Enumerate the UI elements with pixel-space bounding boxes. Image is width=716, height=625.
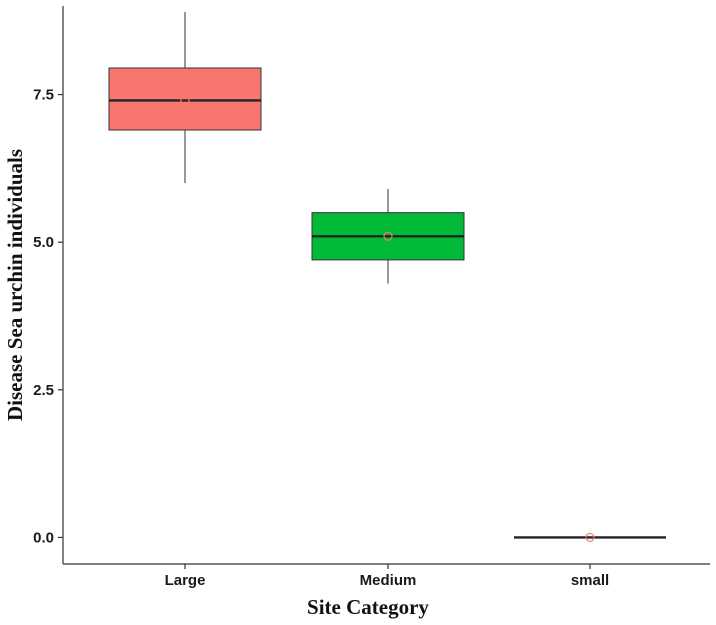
box-small xyxy=(514,532,666,543)
y-tick-label: 2.5 xyxy=(33,382,54,399)
box-large xyxy=(108,11,262,184)
mean-marker xyxy=(180,95,190,106)
plot-area xyxy=(108,11,666,543)
y-tick-label: 7.5 xyxy=(33,87,54,104)
x-tick-label: Medium xyxy=(360,572,417,589)
mean-marker xyxy=(585,532,595,543)
x-tick-label: small xyxy=(571,572,609,589)
x-tick-label: Large xyxy=(165,572,206,589)
box-body xyxy=(108,67,262,131)
x-axis-title: Site Category xyxy=(307,595,429,619)
y-axis-title: Disease Sea urchin individuals xyxy=(3,149,27,421)
axes xyxy=(62,6,710,565)
box-medium xyxy=(311,189,465,284)
y-tick-label: 0.0 xyxy=(33,529,54,546)
mean-marker xyxy=(383,231,393,241)
y-tick-label: 5.0 xyxy=(33,234,54,251)
ticks: 0.0 2.5 5.0 7.5 Large Medium small xyxy=(33,87,609,589)
